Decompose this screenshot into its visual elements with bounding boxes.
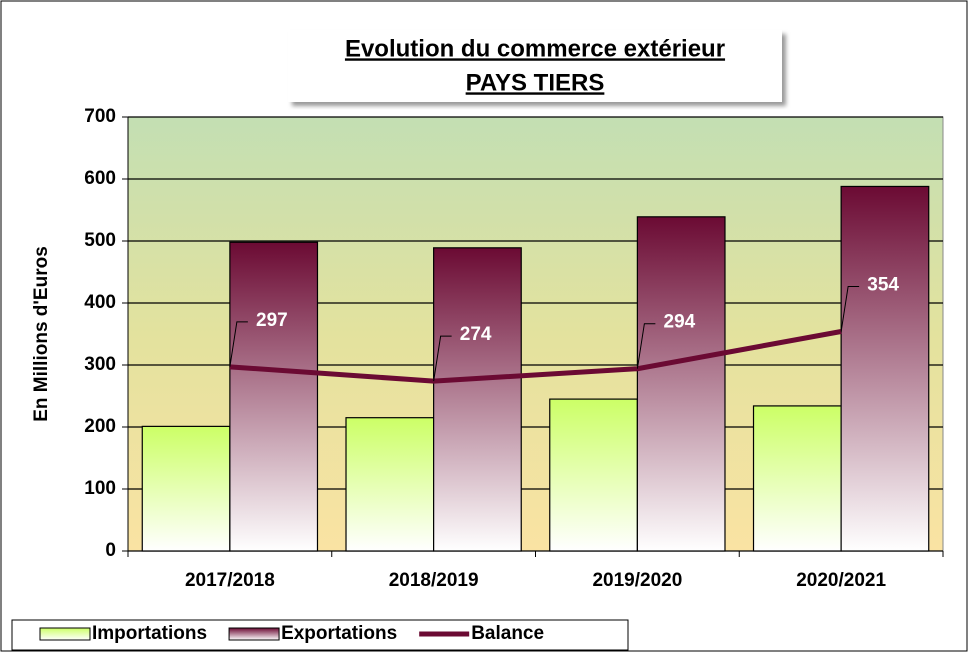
y-tick-label: 200 [84, 416, 116, 437]
x-tick-label: 2018/2019 [389, 570, 479, 591]
bar [433, 247, 522, 552]
x-tick-label: 2019/2020 [592, 570, 682, 591]
legend-swatch [228, 627, 280, 641]
legend-swatch [39, 627, 91, 641]
y-tick-label: 400 [84, 292, 116, 313]
legend-label: Balance [471, 623, 544, 644]
bar [549, 398, 638, 552]
title-box [288, 30, 782, 102]
y-tick-label: 100 [84, 478, 116, 499]
legend [11, 619, 629, 651]
data-label: 354 [867, 275, 899, 296]
y-tick-label: 700 [84, 106, 116, 127]
data-label: 274 [460, 324, 492, 345]
data-label: 294 [664, 312, 696, 333]
bar [840, 185, 930, 552]
chart-title: Evolution du commerce extérieur [345, 35, 725, 62]
bar [141, 425, 231, 552]
x-tick-label: 2017/2018 [185, 570, 275, 591]
y-tick-label: 0 [105, 540, 116, 561]
y-axis-label: En Millions d'Euros [31, 246, 52, 422]
x-tick-label: 2020/2021 [796, 570, 886, 591]
legend-label: Exportations [281, 623, 397, 644]
bar [752, 405, 842, 552]
bar [229, 241, 319, 552]
chart-subtitle: PAYS TIERS [466, 69, 605, 96]
leader-line [433, 335, 452, 382]
leader-line [636, 323, 656, 369]
leader-line [229, 321, 248, 367]
line [229, 329, 842, 384]
bar [345, 417, 435, 552]
y-tick-label: 300 [84, 354, 116, 375]
data-label: 297 [256, 310, 288, 331]
legend-label: Importations [92, 623, 207, 644]
bar [636, 216, 726, 552]
y-tick-label: 500 [84, 230, 116, 251]
y-tick-label: 600 [84, 168, 116, 189]
leader-line [840, 286, 860, 332]
